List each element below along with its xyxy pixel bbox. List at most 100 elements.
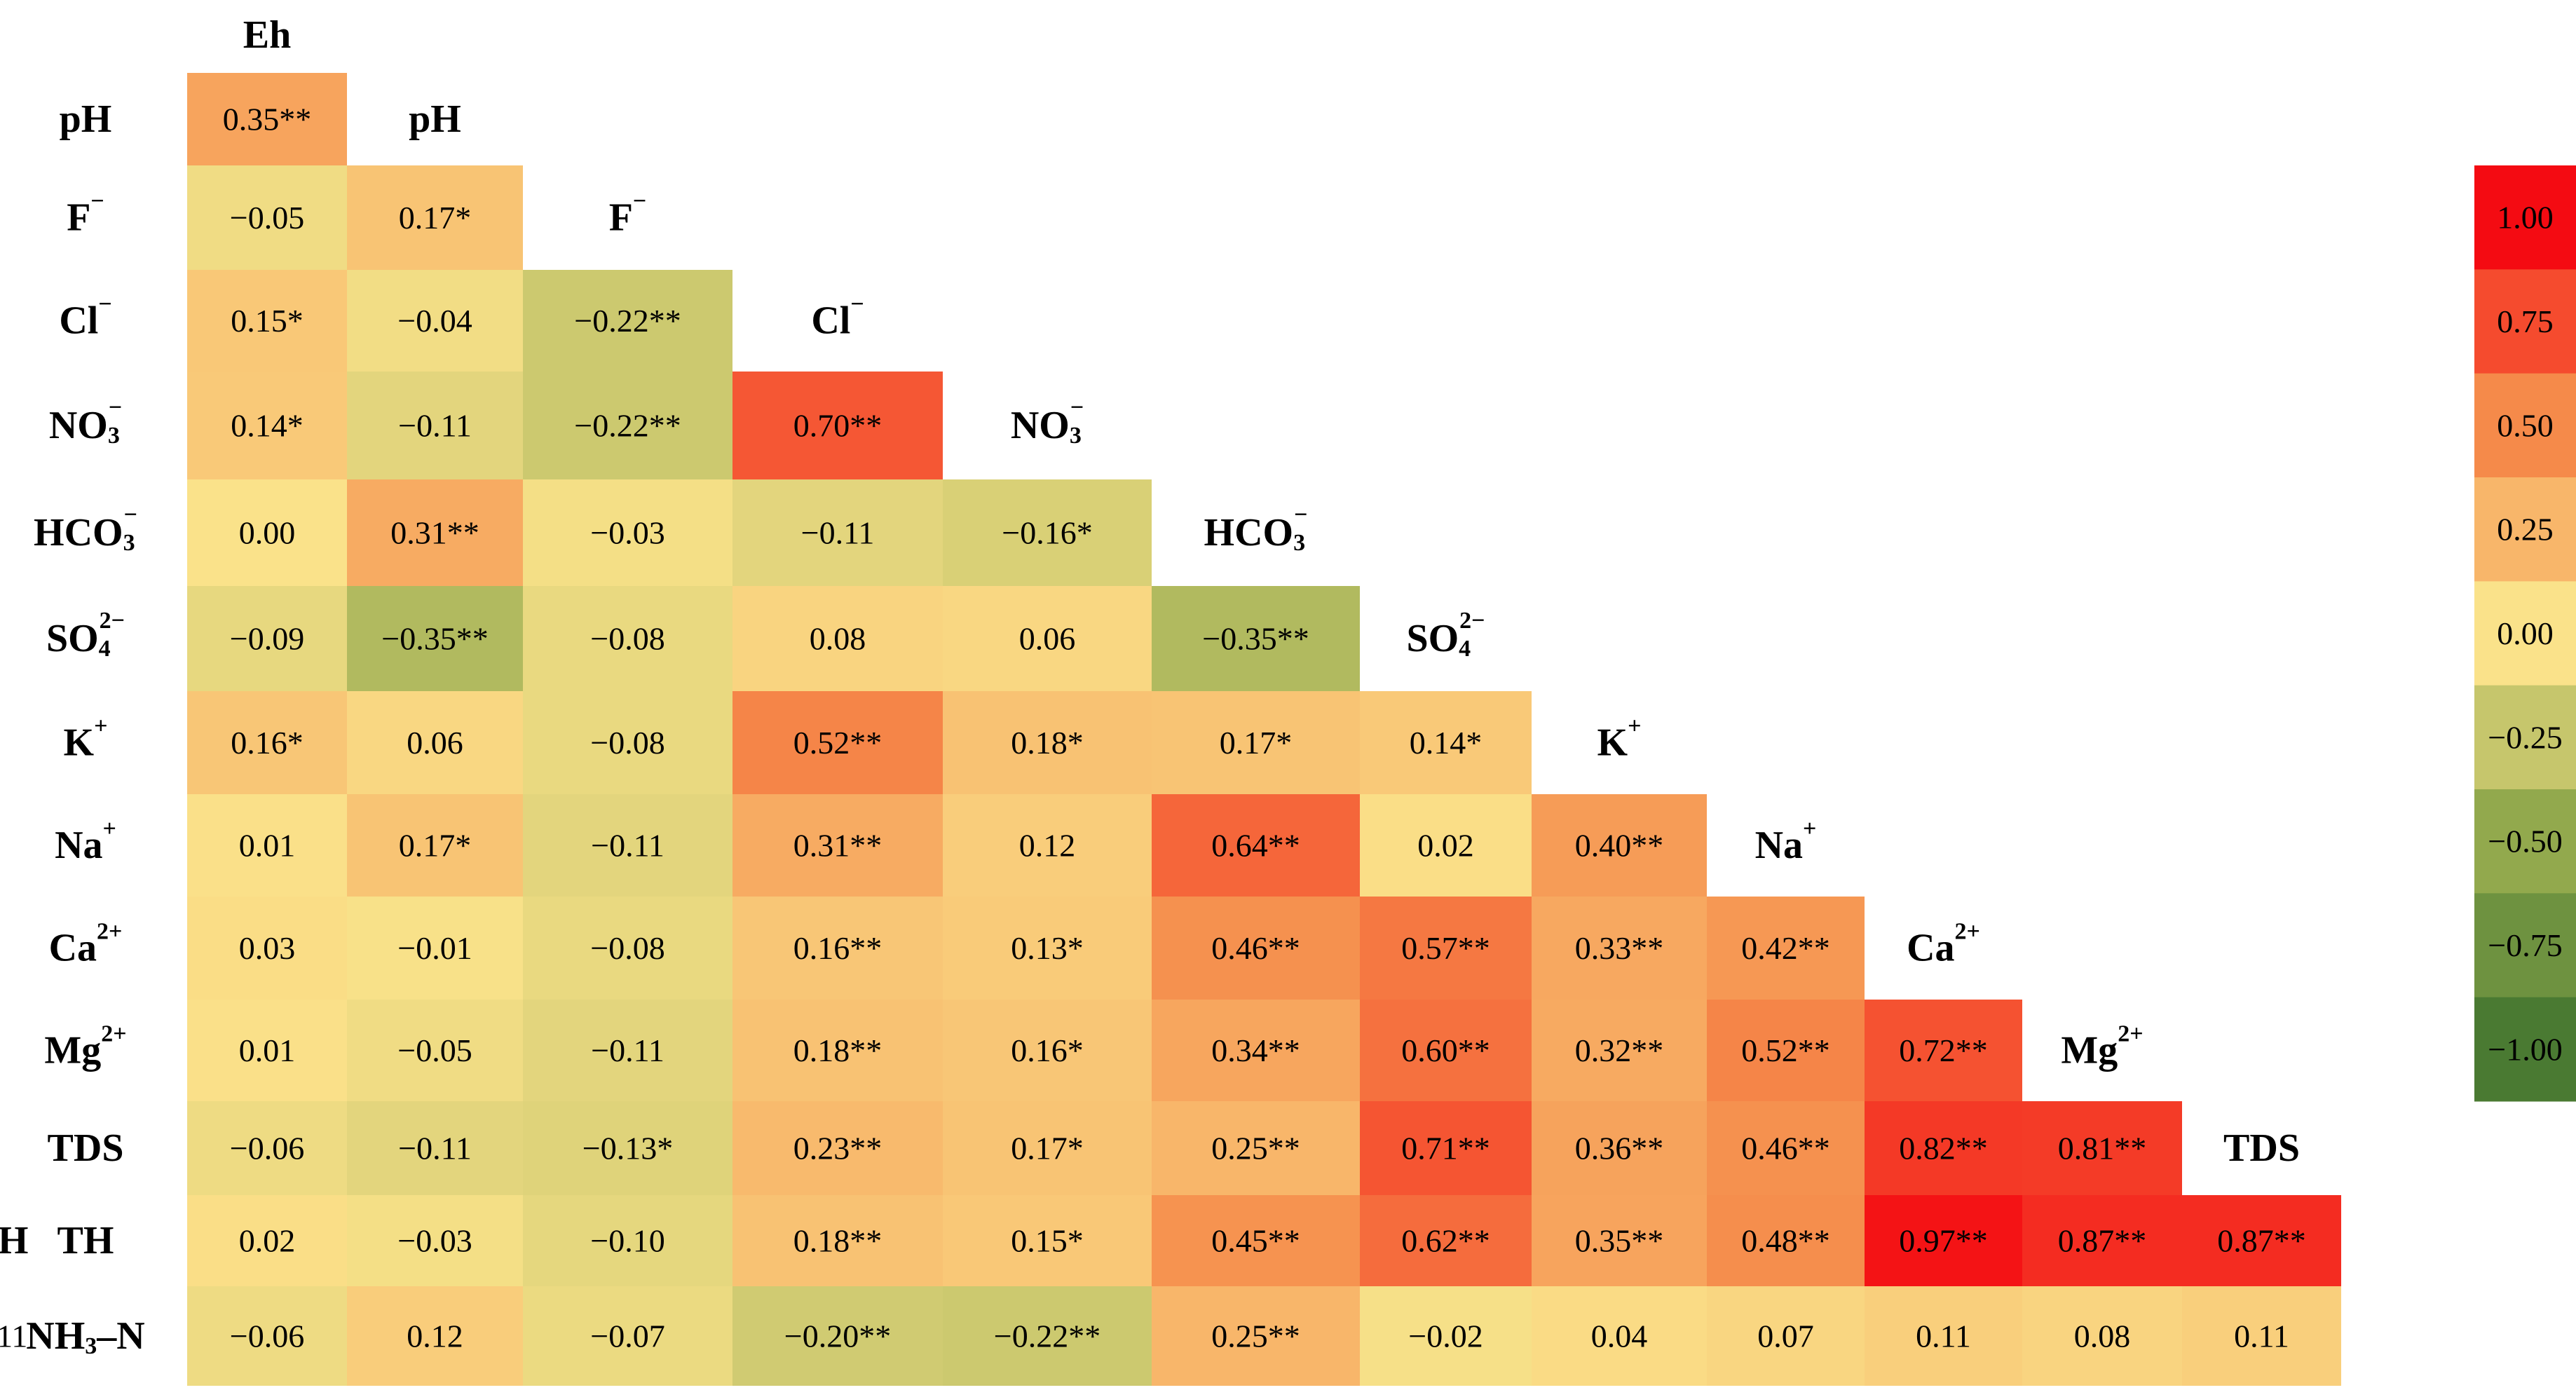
row-label: Ca2+ bbox=[49, 918, 123, 970]
cell-value: 0.01 bbox=[239, 1033, 296, 1068]
row-headers: pH F− Cl− NO3− HCO3− SO42− K+ Na+ Ca2+ Mg2+ TDS TH N… bbox=[26, 97, 144, 1359]
cell-value: 0.17* bbox=[1011, 1131, 1084, 1166]
cell-value: 0.97** bbox=[1899, 1223, 1988, 1259]
legend-tick-label: 0.75 bbox=[2497, 304, 2554, 339]
heatmap-cell: −0.08 bbox=[523, 897, 732, 1000]
cell-value: 0.18** bbox=[793, 1033, 882, 1068]
cell-value: 0.33** bbox=[1575, 930, 1664, 966]
legend-color bbox=[2474, 685, 2576, 790]
cell-value: 0.08 bbox=[2074, 1318, 2131, 1354]
heatmap-cell: 0.11 bbox=[1865, 1286, 2022, 1386]
heatmap-cell: −0.22** bbox=[943, 1286, 1152, 1386]
cell-rect bbox=[1152, 1195, 1360, 1286]
heatmap-cell: −0.06 bbox=[187, 1286, 347, 1386]
heatmap-cell: 0.08 bbox=[2022, 1286, 2182, 1386]
cell-value: −0.05 bbox=[397, 1033, 472, 1068]
legend-color bbox=[2474, 789, 2576, 894]
cell-value: −0.16* bbox=[1002, 515, 1092, 551]
cell-value: −0.08 bbox=[590, 725, 665, 761]
cell-rect bbox=[187, 479, 347, 586]
heatmap-cell: 0.46** bbox=[1707, 1101, 1865, 1195]
heatmap-cell: −0.09 bbox=[187, 586, 347, 691]
heatmap-cell: 0.02 bbox=[1360, 794, 1532, 897]
cell-rect bbox=[1707, 1101, 1865, 1195]
cell-rect bbox=[1532, 1286, 1707, 1386]
cell-value: 0.17* bbox=[399, 828, 472, 864]
heatmap-cell: −0.05 bbox=[347, 1000, 523, 1101]
heatmap-cell: 0.25** bbox=[1152, 1286, 1360, 1386]
heatmap-cell: −0.07 bbox=[523, 1286, 732, 1386]
cell-value: 0.81** bbox=[2058, 1131, 2147, 1166]
row-label: TH bbox=[57, 1219, 114, 1262]
heatmap-cell: 0.12 bbox=[347, 1286, 523, 1386]
column-header: TH bbox=[0, 1219, 28, 1262]
cell-rect bbox=[1532, 897, 1707, 1000]
legend-color bbox=[2474, 165, 2576, 270]
heatmap-cells: 0.35** −0.05 0.17* 0.15* −0.04 −0.22** 0.14* −0… bbox=[0, 73, 2341, 1386]
heatmap-cell: −0.06 bbox=[187, 1101, 347, 1195]
cell-rect bbox=[1152, 691, 1360, 794]
cell-rect bbox=[187, 372, 347, 479]
heatmap-cell: −0.13* bbox=[523, 1101, 732, 1195]
heatmap-cell: 0.35** bbox=[1532, 1195, 1707, 1286]
heatmap-cell: 0.13* bbox=[943, 897, 1152, 1000]
cell-rect bbox=[943, 479, 1152, 586]
cell-rect bbox=[1707, 897, 1865, 1000]
heatmap-cell: −0.10 bbox=[523, 1195, 732, 1286]
heatmap-cell: 0.45** bbox=[1152, 1195, 1360, 1286]
cell-value: 0.12 bbox=[407, 1318, 463, 1354]
cell-value: −0.05 bbox=[230, 200, 304, 236]
cell-rect bbox=[943, 1000, 1152, 1101]
heatmap-cell: 0.23** bbox=[732, 1101, 943, 1195]
cell-value: 0.03 bbox=[239, 930, 296, 966]
heatmap-cell: −0.08 bbox=[523, 586, 732, 691]
cell-rect bbox=[732, 794, 943, 897]
cell-rect bbox=[1360, 897, 1532, 1000]
cell-value: 0.64** bbox=[1211, 828, 1300, 864]
cell-rect bbox=[523, 586, 732, 691]
cell-value: 0.82** bbox=[1899, 1131, 1988, 1166]
heatmap-cell: 0.82** bbox=[1865, 1101, 2022, 1195]
cell-value: 0.62** bbox=[1401, 1223, 1490, 1259]
column-header: K+ bbox=[1597, 713, 1642, 765]
cell-value: 0.35** bbox=[1575, 1223, 1664, 1259]
row-label: Mg2+ bbox=[44, 1021, 126, 1072]
heatmap-cell: 0.12 bbox=[943, 794, 1152, 897]
cell-value: 0.14* bbox=[231, 408, 304, 444]
heatmap-cell: 0.01 bbox=[187, 1000, 347, 1101]
cell-rect bbox=[1152, 794, 1360, 897]
cell-value: 0.01 bbox=[239, 828, 296, 864]
cell-rect bbox=[347, 270, 523, 372]
cell-value: 0.13* bbox=[1011, 930, 1084, 966]
legend-tick-label: −0.50 bbox=[2488, 824, 2562, 859]
heatmap-cell: −0.11 bbox=[523, 794, 732, 897]
cell-value: 0.08 bbox=[810, 621, 866, 657]
legend-swatch: 0.25 bbox=[2474, 477, 2576, 582]
cell-value: −0.07 bbox=[590, 1318, 665, 1354]
cell-rect bbox=[1865, 1286, 2022, 1386]
heatmap-cell: 0.81** bbox=[2022, 1101, 2182, 1195]
cell-rect bbox=[943, 794, 1152, 897]
cell-value: 0.32** bbox=[1575, 1033, 1664, 1068]
cell-value: 0.23** bbox=[793, 1131, 882, 1166]
cell-value: 0.12 bbox=[1019, 828, 1076, 864]
heatmap-cell: 0.52** bbox=[1707, 1000, 1865, 1101]
heatmap-cell: 0.71** bbox=[1360, 1101, 1532, 1195]
cell-value: 0.11 bbox=[1916, 1318, 1971, 1354]
legend-swatch: −1.00 bbox=[2474, 997, 2576, 1102]
cell-rect bbox=[523, 897, 732, 1000]
legend-color bbox=[2474, 373, 2576, 478]
cell-value: 0.06 bbox=[407, 725, 463, 761]
cell-rect bbox=[732, 1000, 943, 1101]
cell-rect bbox=[1532, 1195, 1707, 1286]
legend-color bbox=[2474, 477, 2576, 582]
cell-rect bbox=[347, 165, 523, 270]
row-label: K+ bbox=[64, 713, 108, 765]
heatmap-cell: 0.02 bbox=[187, 1195, 347, 1286]
heatmap-cell: −0.03 bbox=[523, 479, 732, 586]
cell-value: 0.15* bbox=[231, 303, 304, 339]
cell-rect bbox=[2022, 1195, 2182, 1286]
cell-value: 0.48** bbox=[1741, 1223, 1830, 1259]
cell-value: −0.20** bbox=[784, 1318, 891, 1354]
heatmap-cell: 0.14* bbox=[1360, 691, 1532, 794]
